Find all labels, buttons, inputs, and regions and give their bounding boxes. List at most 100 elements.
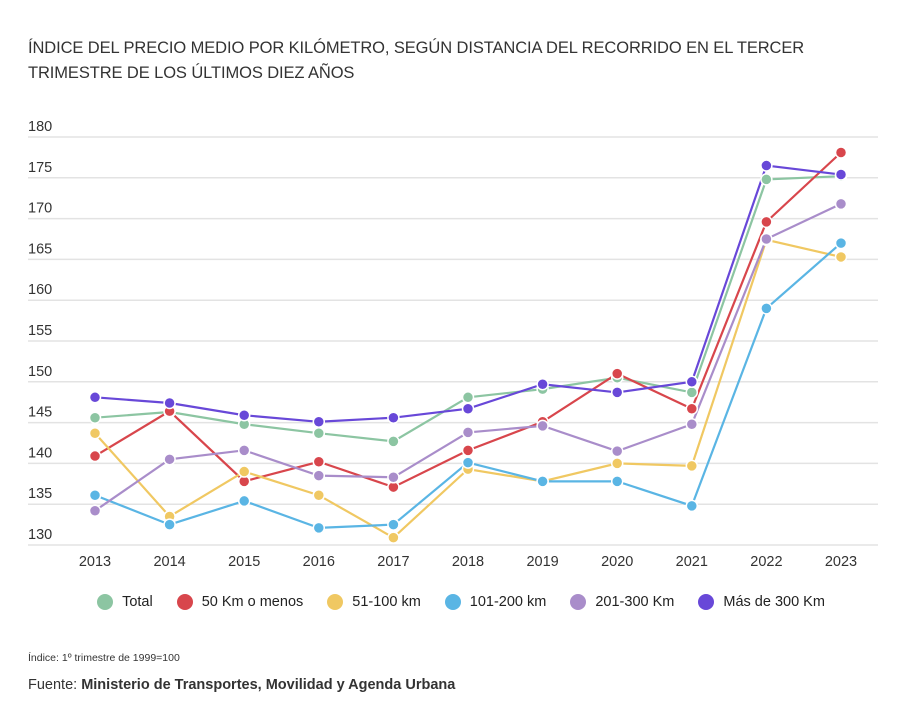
line-chart: 130 135 140 145 150 155 160 165 170 175 180 2013 201… [28,119,878,570]
data-point-total [685,386,699,399]
footnote: Índice: 1º trimestre de 1999=100 [28,652,180,664]
data-point-101-200-km [536,475,549,488]
data-point-101-200-km [88,488,102,502]
data-point-101-200-km [760,302,773,315]
legend-swatch [97,594,114,610]
legend-label: Más de 300 Km [723,594,825,610]
legend-item[interactable]: Más de 300 Km [698,594,825,610]
y-tick-label: 165 [28,241,52,257]
legend-label: 51-100 km [352,594,421,610]
data-point-101-200-km [163,518,176,531]
data-point-101-200-km [312,521,326,535]
data-point-101-200-km [685,499,699,513]
legend-item[interactable]: 51-100 km [327,594,421,610]
data-point-201-300-km [88,504,102,517]
data-point-m-s-de-300-km [610,386,624,399]
data-point-m-s-de-300-km [237,409,251,422]
y-tick-label: 175 [28,160,52,176]
source: Fuente: Ministerio de Transportes, Movil… [28,677,455,693]
y-tick-label: 170 [28,201,52,217]
y-tick-label: 150 [28,364,52,380]
data-point-m-s-de-300-km [536,377,549,391]
data-point-51-100-km [312,488,326,502]
x-tick-label: 2020 [601,554,633,570]
data-point-201-300-km [685,417,699,431]
data-point-m-s-de-300-km [163,396,176,410]
data-point-51-100-km [610,457,624,470]
data-point-50-km-o-menos [834,146,848,159]
x-tick-label: 2019 [526,554,558,570]
data-point-201-300-km [237,444,251,457]
source-text: Ministerio de Transportes, Movilidad y A… [81,677,456,693]
data-point-201-300-km [461,426,475,439]
data-point-201-300-km [536,419,549,433]
data-point-total [461,391,475,404]
data-point-201-300-km [387,471,400,484]
data-point-101-200-km [387,518,400,531]
y-tick-label: 145 [28,405,52,421]
data-point-total [387,435,400,448]
legend-item[interactable]: Total [97,594,153,610]
x-tick-label: 2021 [676,554,708,570]
data-point-101-200-km [461,456,475,469]
legend-swatch [570,594,587,610]
y-tick-label: 135 [28,486,52,502]
data-point-m-s-de-300-km [88,391,102,404]
x-tick-label: 2023 [825,554,857,570]
data-point-50-km-o-menos [312,455,326,469]
data-point-101-200-km [610,475,624,488]
legend-swatch [698,594,715,610]
data-point-m-s-de-300-km [834,168,848,181]
legend-swatch [176,594,193,610]
data-point-total [312,426,326,440]
chart-title: ÍNDICE DEL PRECIO MEDIO POR KILÓMETRO, S… [28,39,805,82]
x-tick-label: 2022 [750,554,782,570]
legend-swatch [444,594,461,610]
legend-swatch [327,594,344,610]
data-point-50-km-o-menos [610,367,624,380]
data-point-m-s-de-300-km [760,159,773,172]
data-point-m-s-de-300-km [685,375,699,389]
legend-item[interactable]: 201-300 Km [570,594,674,610]
y-tick-label: 130 [28,527,52,543]
y-tick-label: 155 [28,323,52,339]
data-point-51-100-km [88,426,102,440]
data-point-201-300-km [834,197,848,211]
source-label: Fuente: [28,677,78,693]
data-point-m-s-de-300-km [387,411,400,424]
y-tick-label: 160 [28,282,52,298]
data-point-201-300-km [163,453,176,466]
y-tick-label: 180 [28,119,52,135]
data-point-201-300-km [312,469,326,482]
data-point-101-200-km [237,494,251,508]
data-point-51-100-km [685,459,699,473]
legend-label: Total [122,594,153,610]
y-tick-label: 140 [28,445,52,461]
legend-label: 101-200 km [469,594,547,610]
data-point-51-100-km [387,531,400,544]
series-line-m-s-de-300-km [94,164,842,423]
legend-item[interactable]: 101-200 km [444,594,547,610]
data-point-51-100-km [834,250,848,264]
x-tick-label: 2014 [153,554,185,570]
x-tick-label: 2017 [377,554,409,570]
data-point-201-300-km [760,232,773,246]
data-point-total [760,173,773,186]
data-point-50-km-o-menos [88,449,102,463]
data-point-101-200-km [834,236,848,250]
legend: Total 50 Km o menos 51-100 km 101-200 km 201… [0,594,922,610]
x-tick-label: 2016 [303,554,335,570]
x-tick-label: 2013 [79,554,111,570]
data-point-50-km-o-menos [461,444,475,457]
legend-item[interactable]: 50 Km o menos [176,594,304,610]
legend-label: 50 Km o menos [201,594,304,610]
x-tick-label: 2015 [228,554,260,570]
data-point-201-300-km [610,444,624,458]
data-point-51-100-km [237,465,251,478]
data-point-50-km-o-menos [685,402,699,415]
legend-label: 201-300 Km [595,594,675,610]
data-point-m-s-de-300-km [461,402,475,415]
x-tick-label: 2018 [452,554,484,570]
data-point-50-km-o-menos [760,215,773,229]
